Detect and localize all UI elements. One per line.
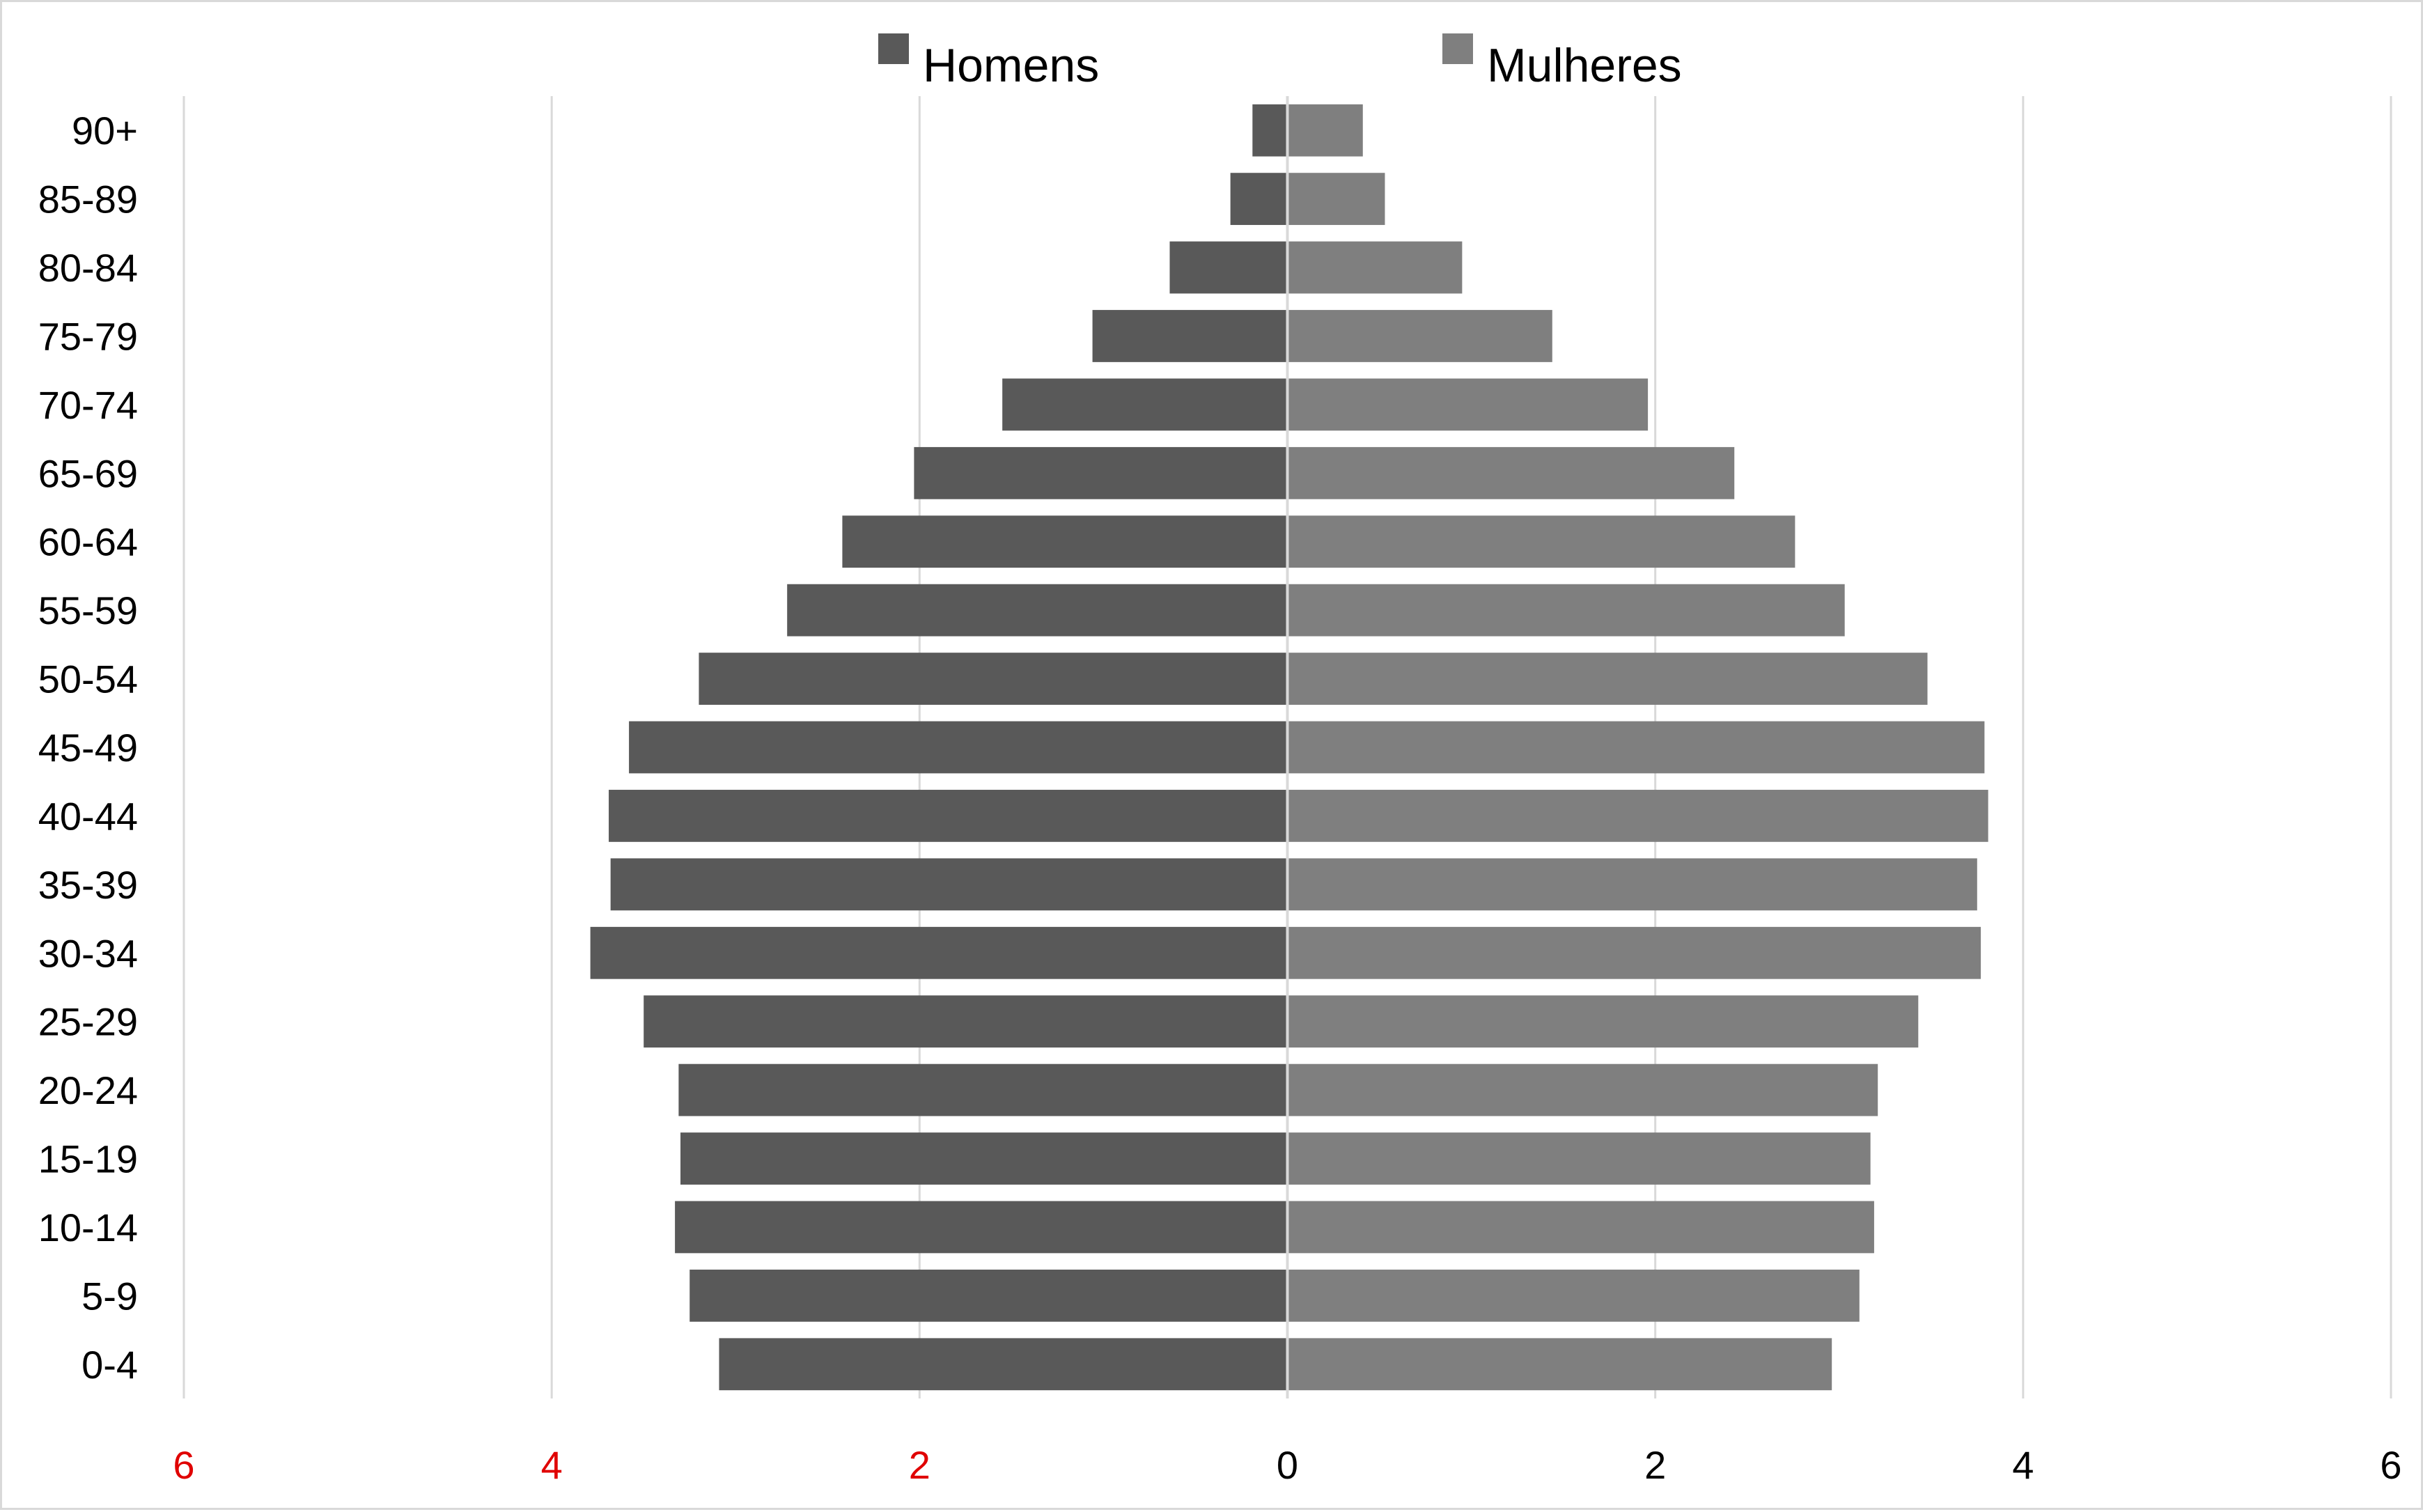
bar-homens-20-24 [678,1063,1288,1116]
y-tick-label-70-74: 70-74 [38,383,138,427]
bar-mulheres-70-74 [1287,378,1649,431]
y-tick-label-35-39: 35-39 [38,863,138,907]
y-tick-label-10-14: 10-14 [38,1206,138,1249]
bar-homens-80-84 [1169,241,1288,294]
bar-mulheres-60-64 [1287,515,1795,568]
bar-homens-65-69 [914,446,1288,499]
y-tick-label-50-54: 50-54 [38,657,138,701]
bar-mulheres-55-59 [1287,584,1845,637]
bar-mulheres-10-14 [1287,1201,1874,1254]
y-tick-label-80-84: 80-84 [38,246,138,290]
bar-homens-30-34 [590,926,1288,979]
y-tick-label-55-59: 55-59 [38,589,138,632]
x-tick-label-3: 0 [1277,1443,1298,1487]
bar-homens-75-79 [1092,310,1288,362]
bar-mulheres-35-39 [1287,858,1977,911]
bar-homens-15-19 [680,1132,1288,1185]
y-tick-label-85-89: 85-89 [38,178,138,221]
y-tick-label-65-69: 65-69 [38,451,138,495]
bar-homens-90plus [1252,104,1288,157]
x-tick-label-1: 4 [541,1443,563,1487]
bar-homens-5-9 [689,1269,1288,1322]
axes: 90+ 85-89 80-84 75-79 70-74 65-69 60-64 55-59 50… [38,96,2402,1487]
legend-label-mulheres: Mulheres [1487,39,1682,92]
y-tick-label-60-64: 60-64 [38,520,138,564]
bar-homens-55-59 [787,584,1288,637]
bar-mulheres-65-69 [1287,446,1735,499]
legend-label-homens: Homens [923,39,1099,92]
bar-mulheres-30-34 [1287,926,1981,979]
bar-homens-40-44 [609,790,1288,842]
bar-mulheres-0-4 [1287,1338,1832,1391]
bar-homens-25-29 [644,995,1288,1048]
y-tick-label-30-34: 30-34 [38,931,138,975]
y-tick-label-75-79: 75-79 [38,314,138,358]
legend-swatch-homens [878,33,909,64]
x-tick-label-0: 6 [173,1443,194,1487]
bar-mulheres-5-9 [1287,1269,1860,1322]
bar-homens-45-49 [629,721,1288,774]
bar-homens-35-39 [610,858,1288,911]
x-tick-label-5: 4 [2012,1443,2034,1487]
bar-mulheres-50-54 [1287,653,1928,705]
bar-homens-50-54 [699,653,1288,705]
bar-mulheres-85-89 [1287,173,1385,226]
y-tick-label-20-24: 20-24 [38,1068,138,1112]
legend: Homens Mulheres [878,33,1682,92]
bar-mulheres-75-79 [1287,310,1552,362]
bar-homens-0-4 [719,1338,1288,1391]
bar-mulheres-20-24 [1287,1063,1878,1116]
x-tick-label-2: 2 [909,1443,930,1487]
x-tick-label-6: 6 [2380,1443,2401,1487]
bar-homens-60-64 [842,515,1288,568]
bar-homens-70-74 [1002,378,1288,431]
bar-mulheres-90plus [1287,104,1363,157]
bar-mulheres-80-84 [1287,241,1463,294]
y-tick-label-45-49: 45-49 [38,726,138,770]
bar-homens-10-14 [675,1201,1288,1254]
y-tick-label-90plus: 90+ [72,109,138,153]
bars [590,104,1988,1391]
bar-homens-85-89 [1230,173,1288,226]
bar-mulheres-40-44 [1287,790,1988,842]
y-tick-label-15-19: 15-19 [38,1137,138,1181]
legend-swatch-mulheres [1442,33,1473,64]
y-tick-label-5-9: 5-9 [81,1274,138,1318]
y-tick-label-0-4: 0-4 [81,1343,138,1387]
bar-mulheres-25-29 [1287,995,1919,1048]
x-tick-label-4: 2 [1644,1443,1666,1487]
y-tick-label-40-44: 40-44 [38,794,138,838]
bar-mulheres-15-19 [1287,1132,1871,1185]
y-tick-label-25-29: 25-29 [38,1000,138,1044]
bar-mulheres-45-49 [1287,721,1985,774]
